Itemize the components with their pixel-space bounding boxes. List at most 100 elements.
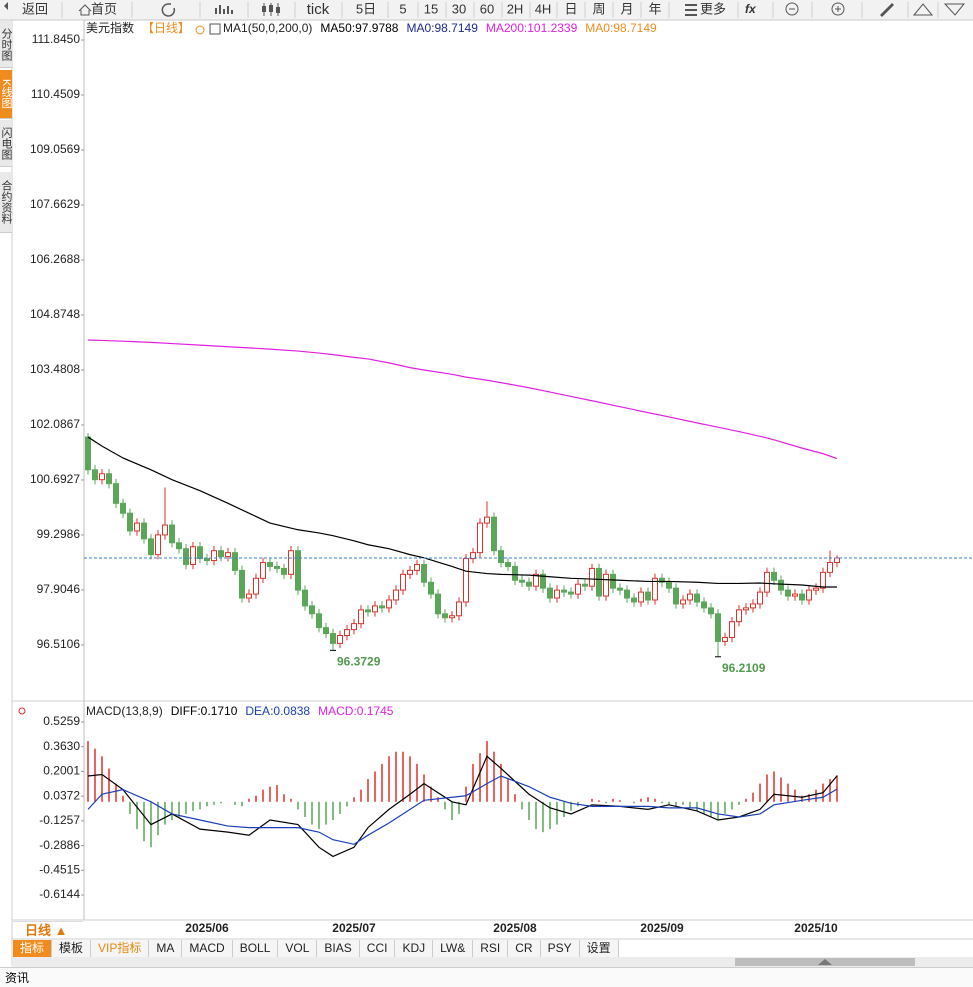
toolbar-button[interactable]: 60	[480, 1, 494, 16]
y-tick-label: 107.6629	[30, 197, 80, 211]
indicator-tab[interactable]: 指标	[13, 940, 53, 957]
period-button[interactable]: 日线 ▲	[13, 921, 83, 939]
candle-body	[337, 634, 343, 644]
candle-body	[302, 589, 308, 607]
y-tick-label: 109.0569	[30, 142, 80, 156]
candle-body	[295, 550, 301, 591]
indicator-tab[interactable]: VIP指标	[91, 940, 150, 957]
candle-body	[134, 522, 140, 532]
toolbar-button[interactable]: 2H	[507, 1, 524, 16]
fx-icon[interactable]: fx	[745, 2, 757, 16]
candle-body	[533, 573, 539, 587]
candle-body	[372, 605, 378, 613]
toolbar-button[interactable]: 30	[452, 1, 466, 16]
candle-body	[757, 591, 763, 605]
footer-tab[interactable]: 资讯	[0, 967, 973, 987]
toolbar-button[interactable]: 月	[620, 1, 633, 16]
line-series	[87, 436, 838, 588]
candle-body	[253, 577, 259, 595]
candle-body	[589, 567, 595, 587]
indicator-tab[interactable]: LW&	[433, 940, 474, 957]
toolbar-button[interactable]: 5	[399, 1, 406, 16]
toolbar-button[interactable]: 返回	[22, 1, 48, 16]
candle-body	[792, 593, 798, 597]
more-icon	[685, 4, 697, 16]
indicator-tab[interactable]: BIAS	[317, 940, 360, 957]
candle-body	[673, 587, 679, 605]
indicator-tab[interactable]: 模板	[52, 940, 92, 957]
candle-body	[113, 483, 119, 504]
candle-body	[617, 587, 623, 591]
indicator-icon	[209, 23, 221, 35]
candle-body	[694, 593, 700, 603]
indicator-tab[interactable]: VOL	[278, 940, 318, 957]
indicator-tab[interactable]: BOLL	[232, 940, 279, 957]
candle-body	[680, 599, 686, 605]
bar-icon[interactable]	[215, 5, 233, 14]
scrollbar[interactable]	[12, 957, 973, 967]
indicator-tab[interactable]: RSI	[473, 940, 509, 957]
candle-body	[722, 636, 728, 642]
candle-body	[407, 569, 413, 575]
y-tick-label: 102.0867	[30, 417, 80, 431]
indicator-tab[interactable]: CR	[508, 940, 541, 957]
triangle-down-icon[interactable]	[943, 3, 966, 16]
y-tick-label: 100.6927	[30, 472, 80, 486]
toolbar-button[interactable]: 更多	[700, 1, 726, 16]
candle-body	[645, 591, 651, 601]
candle-body	[400, 573, 406, 591]
candle-body	[106, 473, 112, 485]
toolbar-button[interactable]: 年	[648, 1, 661, 16]
zoom-out-icon[interactable]	[785, 2, 799, 16]
candle-body	[316, 613, 322, 629]
candle-body	[428, 581, 434, 595]
toolbar-button[interactable]: 5日	[356, 1, 376, 16]
candle-body	[526, 581, 532, 587]
toolbar-button[interactable]: 首页	[91, 1, 117, 16]
indicator-tab[interactable]: MA	[149, 940, 183, 957]
y-tick-label: -0.1257	[39, 813, 80, 827]
candle-icon	[269, 5, 273, 12]
candle-body	[764, 571, 770, 593]
candle-body	[155, 534, 161, 556]
y-tick-label: 0.0372	[43, 788, 80, 802]
candle-body	[568, 591, 574, 595]
candle-body	[477, 522, 483, 554]
candle-body	[162, 524, 168, 536]
toolbar-button[interactable]: 4H	[535, 1, 552, 16]
candle-body	[582, 583, 588, 587]
triangle-icon[interactable]	[912, 3, 934, 16]
candle-body	[211, 550, 217, 562]
side-tab[interactable]: 闪电图	[0, 120, 12, 167]
candle-body	[729, 621, 735, 638]
toolbar-button[interactable]: 15	[424, 1, 438, 16]
back-icon	[4, 2, 8, 10]
settings-icon[interactable]	[195, 25, 205, 35]
indicator-tab[interactable]: CCI	[359, 940, 396, 957]
indicator-tab[interactable]: MACD	[182, 940, 233, 957]
chart-title: 美元指数	[86, 20, 134, 35]
toolbar-button[interactable]: 周	[592, 1, 605, 16]
candle-body	[785, 589, 791, 597]
indicator-tab[interactable]: KDJ	[395, 940, 434, 957]
side-tab[interactable]: 合约资料	[0, 172, 12, 233]
indicator-tab[interactable]: 设置	[579, 940, 619, 957]
toolbar-button[interactable]: tick	[307, 1, 330, 18]
pen-icon[interactable]	[880, 3, 894, 17]
candle-body	[204, 558, 210, 562]
period-label: 【日线】	[142, 21, 190, 35]
candle-body	[183, 548, 189, 565]
indicator-tab[interactable]: PSY	[540, 940, 580, 957]
macd-icon	[18, 707, 26, 715]
side-tab[interactable]: K线图	[0, 70, 12, 119]
candle-body	[820, 571, 826, 589]
zoom-in-icon[interactable]	[831, 2, 845, 16]
refresh-icon[interactable]	[161, 3, 176, 17]
side-tab[interactable]: 分时图	[0, 21, 12, 68]
candle-body	[141, 522, 147, 540]
toolbar-button[interactable]: 日	[564, 1, 577, 16]
y-tick-label: 99.2986	[37, 527, 81, 541]
